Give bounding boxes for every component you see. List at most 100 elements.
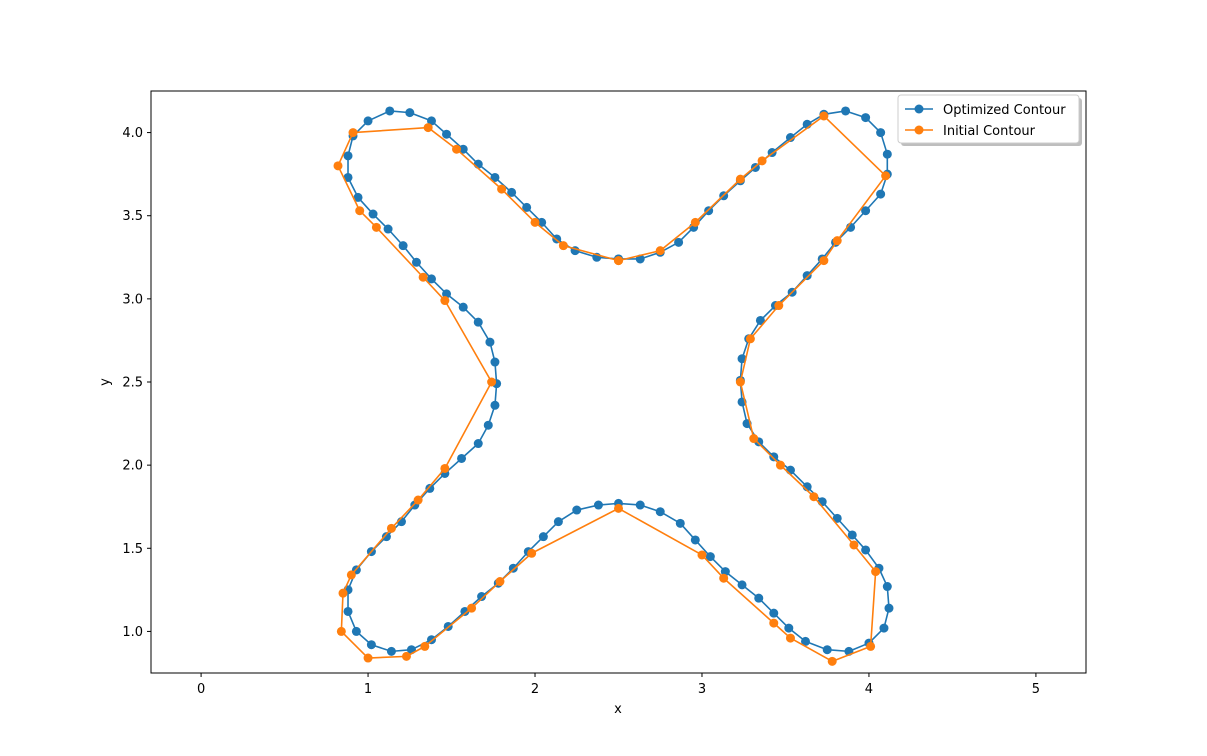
data-point-optimized xyxy=(754,593,764,603)
data-point-initial xyxy=(819,111,829,121)
data-point-optimized xyxy=(635,500,645,510)
data-point-initial xyxy=(333,161,343,171)
data-point-optimized xyxy=(755,315,765,325)
data-point-optimized xyxy=(343,151,353,161)
data-point-optimized xyxy=(785,133,795,143)
data-point-optimized xyxy=(458,144,468,154)
data-point-optimized xyxy=(861,545,871,555)
data-point-optimized xyxy=(490,357,500,367)
data-point-initial xyxy=(467,603,477,613)
data-point-optimized xyxy=(353,192,363,202)
data-point-optimized xyxy=(876,189,886,199)
data-point-optimized xyxy=(473,439,483,449)
data-point-optimized xyxy=(458,302,468,312)
data-point-optimized xyxy=(817,497,827,507)
data-point-optimized xyxy=(427,274,436,284)
data-point-initial xyxy=(769,618,779,628)
data-point-initial xyxy=(775,460,785,470)
data-point-initial xyxy=(785,633,795,643)
data-point-initial xyxy=(827,656,837,666)
data-point-optimized xyxy=(427,116,436,126)
legend: Optimized Contour Initial Contour xyxy=(897,94,1082,146)
x-tick-label: 5 xyxy=(1032,682,1040,697)
data-point-initial xyxy=(849,540,859,550)
x-tick-label: 1 xyxy=(364,682,372,697)
data-point-optimized xyxy=(383,224,393,234)
data-point-initial xyxy=(614,256,623,266)
data-point-optimized xyxy=(490,172,500,182)
x-tick-label: 4 xyxy=(865,682,873,697)
data-point-optimized xyxy=(769,452,779,462)
data-point-optimized xyxy=(398,241,408,251)
data-point-optimized xyxy=(802,271,812,281)
data-point-optimized xyxy=(363,116,373,126)
data-point-initial xyxy=(423,123,433,133)
data-point-optimized xyxy=(351,626,361,636)
data-point-optimized xyxy=(460,606,470,616)
data-point-initial xyxy=(401,651,411,661)
legend-label-optimized: Optimized Contour xyxy=(943,103,1066,118)
data-point-initial xyxy=(495,577,505,587)
data-point-optimized xyxy=(861,206,871,216)
series-initial xyxy=(333,111,891,666)
data-point-optimized xyxy=(386,646,396,656)
data-point-optimized xyxy=(343,172,353,182)
data-point-initial xyxy=(418,272,428,282)
data-point-optimized xyxy=(882,149,892,159)
data-point-optimized xyxy=(507,187,517,197)
data-point-initial xyxy=(866,641,876,651)
data-point-optimized xyxy=(457,453,467,463)
data-point-initial xyxy=(558,241,568,251)
data-point-initial xyxy=(346,570,356,580)
data-point-optimized xyxy=(784,623,794,633)
data-point-initial xyxy=(440,463,450,473)
data-point-initial xyxy=(530,217,540,227)
data-point-initial xyxy=(774,301,784,311)
data-point-optimized xyxy=(841,106,851,116)
data-point-optimized xyxy=(705,552,715,562)
data-point-optimized xyxy=(675,518,685,528)
data-point-initial xyxy=(527,548,537,558)
data-point-initial xyxy=(749,434,759,444)
data-point-initial xyxy=(336,626,346,636)
data-point-initial xyxy=(413,495,423,505)
data-point-initial xyxy=(697,550,707,560)
series-layer xyxy=(333,106,894,666)
data-point-initial xyxy=(497,184,507,194)
data-point-optimized xyxy=(861,113,871,123)
data-point-optimized xyxy=(572,505,582,515)
data-point-optimized xyxy=(847,530,857,540)
data-point-optimized xyxy=(483,420,493,430)
data-point-optimized xyxy=(882,582,892,592)
y-tick-label: 1.0 xyxy=(122,625,143,640)
data-point-initial xyxy=(690,217,700,227)
y-tick-label: 2.0 xyxy=(122,459,143,474)
x-axis-ticks: 0 1 2 3 4 5 xyxy=(197,673,1040,697)
data-point-initial xyxy=(809,492,819,502)
data-point-initial xyxy=(719,573,729,583)
data-point-initial xyxy=(757,156,767,166)
data-point-optimized xyxy=(737,354,747,364)
data-point-initial xyxy=(338,588,348,598)
y-tick-label: 4.0 xyxy=(122,126,143,141)
data-point-optimized xyxy=(485,337,495,347)
data-point-optimized xyxy=(737,580,747,590)
data-point-initial xyxy=(386,523,396,533)
data-point-optimized xyxy=(385,106,395,116)
data-point-optimized xyxy=(537,217,547,227)
data-point-optimized xyxy=(832,513,842,523)
data-point-optimized xyxy=(405,108,415,118)
plot-area xyxy=(151,91,1086,673)
data-point-optimized xyxy=(876,128,886,138)
data-point-optimized xyxy=(538,532,548,542)
data-point-initial xyxy=(871,567,881,577)
data-point-optimized xyxy=(366,640,376,650)
data-point-initial xyxy=(452,144,462,154)
legend-label-initial: Initial Contour xyxy=(943,124,1036,139)
data-point-optimized xyxy=(477,592,487,602)
x-axis-label: x xyxy=(614,702,622,717)
x-tick-label: 2 xyxy=(531,682,539,697)
data-point-optimized xyxy=(785,465,795,475)
data-point-optimized xyxy=(473,159,483,169)
